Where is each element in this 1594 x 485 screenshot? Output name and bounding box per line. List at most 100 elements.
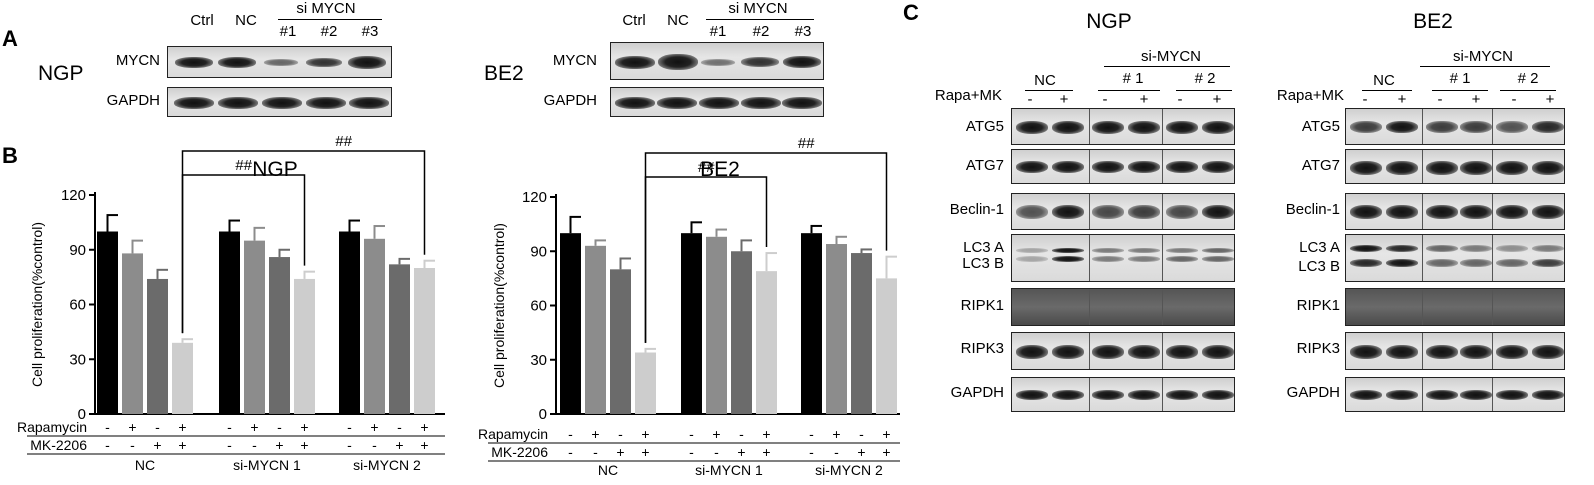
protein-band (1202, 161, 1234, 173)
lane-separator (1089, 150, 1090, 183)
protein-band (1386, 390, 1418, 400)
subgroup-underline (1176, 90, 1232, 91)
group-label: si MYCN (728, 0, 788, 17)
row-label: RIPK1 (960, 297, 1004, 314)
blot-strip (1345, 234, 1565, 282)
row-label: RIPK3 (1296, 340, 1340, 357)
treatment-label: Rapa+MK (934, 87, 1002, 104)
blot-strip (1345, 332, 1565, 370)
lane-separator (1162, 194, 1163, 229)
blot-strip (1345, 149, 1565, 184)
mk2206-sign: - (568, 444, 573, 460)
rapamycin-sign: - (689, 426, 694, 442)
y-tick-label: 30 (69, 351, 86, 368)
y-tick-label: 120 (61, 187, 86, 204)
blot-strip (1011, 193, 1235, 230)
protein-band (1426, 205, 1458, 219)
protein-band (1128, 205, 1160, 219)
blot-strip (1011, 234, 1235, 282)
lane-separator (1492, 333, 1493, 369)
group-label: si-MYCN 2 (353, 457, 421, 473)
y-axis-label: Cell proliferation(%control) (491, 223, 507, 388)
protein-band (1166, 256, 1198, 262)
mk2206-sign: - (347, 437, 352, 453)
lane-separator (1089, 289, 1090, 325)
mk2206-sign: + (153, 437, 161, 453)
mk2206-sign: - (809, 444, 814, 460)
protein-band (1460, 205, 1492, 219)
significance-mark: ## (798, 135, 815, 152)
bar (876, 278, 897, 414)
row-label: MYCN (552, 52, 597, 69)
blot-strip (1345, 193, 1565, 230)
lane-separator (1492, 109, 1493, 144)
group-label: si-MYCN 1 (233, 457, 301, 473)
group-label: si-MYCN (1141, 48, 1201, 65)
chart-title: NGP (252, 158, 298, 181)
sign: + (1212, 91, 1222, 108)
lane-label: NC (667, 12, 689, 29)
blot-strip (1011, 288, 1235, 326)
lane-separator (1422, 333, 1423, 369)
y-tick-label: 0 (78, 406, 86, 423)
protein-band (1202, 121, 1234, 134)
protein-band (1016, 205, 1048, 219)
sign: - (1102, 91, 1108, 108)
row-label: RIPK1 (1296, 297, 1340, 314)
y-tick-label: 120 (522, 189, 547, 206)
y-tick-label: 90 (530, 243, 547, 260)
subgroup-underline (1025, 90, 1073, 91)
mk2206-sign: + (420, 437, 428, 453)
group-label: NC (598, 462, 618, 478)
rapamycin-sign: - (397, 419, 402, 435)
protein-band (1166, 345, 1198, 359)
protein-band (1532, 161, 1564, 175)
mk2206-sign: - (714, 444, 719, 460)
row-label: LC3 B (962, 255, 1004, 272)
panel-label-c: C (903, 0, 919, 25)
protein-band (1202, 248, 1234, 253)
lane-separator (1089, 333, 1090, 369)
protein-band (1426, 161, 1458, 175)
lane-separator (1422, 109, 1423, 144)
protein-band (1052, 345, 1084, 359)
protein-band (1092, 121, 1124, 134)
bar (610, 269, 631, 414)
protein-band (1016, 248, 1048, 253)
rapamycin-sign: - (568, 426, 573, 442)
group-label: si MYCN (296, 0, 356, 17)
row-label: LC3 B (1298, 258, 1340, 275)
treatment-label: Rapamycin (17, 419, 87, 435)
group-underline (278, 19, 382, 20)
mk2206-sign: + (395, 437, 403, 453)
row-label: ATG5 (1301, 118, 1340, 135)
bar (560, 233, 581, 414)
subgroup-underline (1098, 90, 1160, 91)
protein-band (1532, 345, 1564, 359)
mk2206-sign: + (641, 444, 649, 460)
blot-strip (1011, 377, 1235, 412)
lane-separator (1089, 378, 1090, 411)
bar (294, 278, 315, 414)
protein-band (1350, 121, 1382, 133)
protein-band (1350, 259, 1382, 267)
protein-band (1092, 390, 1124, 400)
protein-band (1202, 256, 1234, 262)
protein-band (1128, 161, 1160, 173)
protein-band (1052, 390, 1084, 400)
protein-band (1092, 248, 1124, 253)
sign: + (1059, 91, 1069, 108)
lane-label: Ctrl (622, 12, 646, 29)
sign: + (1139, 91, 1149, 108)
protein-band (1128, 345, 1160, 359)
protein-band (1386, 161, 1418, 175)
rapamycin-sign: - (739, 426, 744, 442)
protein-band (1052, 161, 1084, 173)
sign: + (1397, 91, 1407, 108)
rapamycin-sign: - (155, 419, 160, 435)
mk2206-sign: + (616, 444, 624, 460)
mk2206-sign: - (227, 437, 232, 453)
row-label: Beclin-1 (1285, 201, 1340, 218)
sign: + (1471, 91, 1481, 108)
row-label: ATG7 (1301, 157, 1340, 174)
